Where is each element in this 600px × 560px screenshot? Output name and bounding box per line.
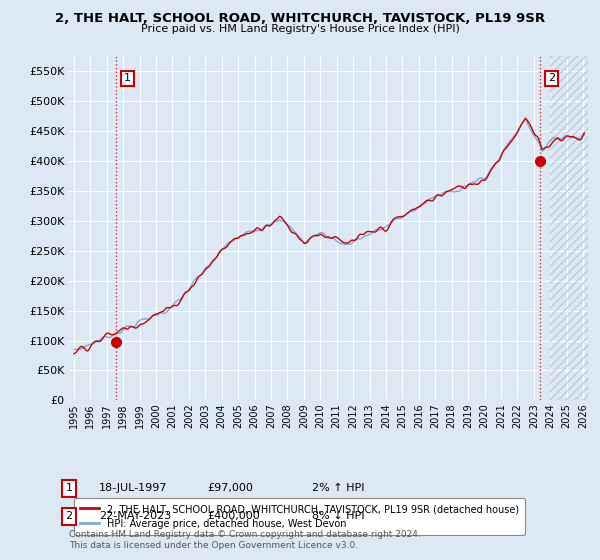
Text: 2: 2 [65,511,73,521]
Text: Price paid vs. HM Land Registry's House Price Index (HPI): Price paid vs. HM Land Registry's House … [140,24,460,34]
Text: 2% ↑ HPI: 2% ↑ HPI [312,483,365,493]
Text: Contains HM Land Registry data © Crown copyright and database right 2024.: Contains HM Land Registry data © Crown c… [69,530,421,539]
Text: £400,000: £400,000 [207,511,260,521]
Text: 2: 2 [548,73,556,83]
Text: £97,000: £97,000 [207,483,253,493]
Text: 1: 1 [65,483,73,493]
Text: 18-JUL-1997: 18-JUL-1997 [99,483,167,493]
Text: 22-MAY-2023: 22-MAY-2023 [99,511,171,521]
Text: 2, THE HALT, SCHOOL ROAD, WHITCHURCH, TAVISTOCK, PL19 9SR: 2, THE HALT, SCHOOL ROAD, WHITCHURCH, TA… [55,12,545,25]
Text: 1: 1 [124,73,131,83]
Text: 8% ↓ HPI: 8% ↓ HPI [312,511,365,521]
Text: This data is licensed under the Open Government Licence v3.0.: This data is licensed under the Open Gov… [69,541,358,550]
Legend: 2, THE HALT, SCHOOL ROAD, WHITCHURCH, TAVISTOCK, PL19 9SR (detached house), HPI:: 2, THE HALT, SCHOOL ROAD, WHITCHURCH, TA… [74,498,525,535]
